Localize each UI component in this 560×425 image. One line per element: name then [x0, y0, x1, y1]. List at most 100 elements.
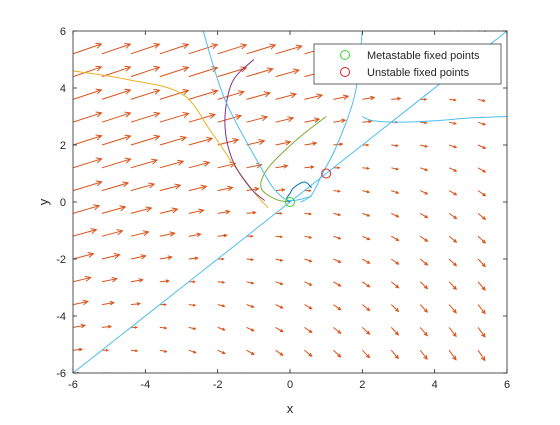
quiver-head-179: [182, 112, 190, 118]
quiver-head-44: [423, 331, 428, 337]
quiver-arrow-186: [362, 119, 373, 124]
quiver-head-200: [316, 93, 324, 100]
quiver-shaft-194: [130, 89, 160, 100]
quiver-head-87: [279, 258, 284, 262]
quiver-shaft-202: [362, 96, 375, 100]
quiver-arrow-194: [130, 88, 161, 100]
trajectory-2: [224, 59, 266, 201]
quiver-shaft-25: [333, 349, 341, 358]
quiver-arrow-140: [419, 190, 429, 195]
quiver-arrow-247: [275, 31, 278, 32]
quiver-arrow-37: [217, 326, 226, 331]
quiver-arrow-114: [130, 206, 153, 214]
quiver-arrow-24: [304, 349, 313, 357]
quiver-head-15: [510, 380, 514, 385]
quiver-head-7: [280, 376, 283, 379]
quiver-head-157: [453, 168, 458, 172]
quiver-arrow-96: [73, 228, 98, 237]
quiver-arrow-156: [420, 167, 429, 172]
quiver-head-73: [337, 283, 342, 287]
quiver-head-151: [283, 164, 289, 169]
quiver-arrow-122: [362, 212, 371, 217]
quiver-head-141: [453, 192, 458, 196]
quiver-arrow-161: [101, 134, 132, 146]
quiver-shaft-231: [275, 45, 302, 55]
quiver-arrow-103: [275, 235, 284, 239]
quiver-arrow-9: [333, 372, 335, 373]
quiver-shaft-135: [275, 189, 285, 192]
quiver-head-155: [395, 167, 400, 171]
y-tick-label-5: 4: [60, 83, 66, 95]
quiver-head-183: [287, 116, 295, 123]
quiver-arrow-43: [390, 327, 400, 336]
quiver-shaft-173: [448, 144, 457, 148]
quiver-shaft-132: [188, 185, 207, 192]
quiver-head-99: [169, 231, 176, 237]
quiver-shaft-97: [101, 230, 123, 237]
quiver-shaft-241: [101, 31, 104, 32]
quiver-shaft-105: [333, 235, 341, 240]
quiver-shaft-49: [101, 302, 114, 306]
quiver-shaft-200: [304, 94, 323, 100]
quiver-head-140: [424, 191, 429, 195]
quiver-arrow-72: [304, 281, 313, 286]
quiver-arrow-22: [246, 349, 255, 356]
quiver-shaft-62: [477, 304, 486, 314]
quiver-head-169: [339, 142, 344, 147]
quiver-shaft-228: [188, 44, 218, 55]
quiver-arrow-167: [275, 140, 292, 146]
quiver-head-109: [453, 238, 458, 243]
quiver-arrow-55: [275, 304, 284, 309]
quiver-arrow-137: [333, 189, 341, 193]
y-tick-label-0: -6: [56, 368, 66, 380]
quiver-arrow-78: [477, 281, 486, 291]
quiver-arrow-32: [73, 323, 87, 329]
quiver-shaft-143: [506, 190, 507, 192]
quiver-arrow-50: [130, 302, 141, 306]
quiver-arrow-174: [477, 144, 487, 149]
quiver-shaft-201: [333, 95, 349, 100]
quiver-arrow-44: [419, 327, 428, 337]
quiver-head-172: [424, 144, 429, 148]
quiver-shaft-182: [246, 116, 268, 123]
quiver-shaft-94: [477, 258, 486, 267]
quiver-arrow-62: [477, 304, 486, 315]
quiver-arrow-250: [362, 31, 365, 32]
quiver-head-244: [211, 21, 217, 26]
quiver-shaft-180: [188, 114, 216, 123]
quiver-shaft-46: [477, 327, 486, 338]
quiver-arrow-71: [275, 281, 284, 286]
quiver-arrow-16: [73, 347, 84, 352]
quiver-shaft-9: [333, 372, 335, 373]
quiver-head-86: [250, 258, 255, 261]
quiver-arrow-139: [391, 190, 400, 194]
quiver-arrow-117: [217, 209, 231, 215]
quiver-shaft-50: [130, 303, 140, 306]
quiver-shaft-57: [333, 304, 341, 311]
quiver-head-5: [222, 375, 225, 377]
quiver-head-91: [395, 261, 400, 265]
quiver-shaft-43: [390, 327, 399, 336]
quiver-shaft-66: [130, 279, 143, 283]
quiver-arrow-113: [101, 205, 127, 214]
quiver-shaft-192: [73, 89, 102, 100]
quiver-shaft-109: [448, 235, 457, 243]
quiver-head-108: [424, 238, 429, 242]
quiver-shaft-53: [217, 304, 225, 307]
quiver-shaft-227: [159, 43, 189, 55]
quiver-shaft-155: [391, 167, 399, 170]
quiver-head-55: [279, 305, 284, 309]
quiver-arrow-65: [101, 276, 118, 283]
quiver-shaft-70: [246, 281, 254, 284]
quiver-arrow-26: [361, 349, 371, 359]
quiver-head-176: [95, 111, 103, 118]
quiver-arrow-227: [159, 43, 190, 55]
quiver-head-102: [250, 234, 254, 238]
y-tick-label-3: 0: [60, 197, 66, 209]
quiver-shaft-124: [419, 212, 428, 219]
quiver-shaft-245: [217, 31, 220, 32]
quiver-arrow-205: [449, 98, 457, 102]
quiver-arrow-169: [333, 142, 344, 147]
quiver-arrow-243: [159, 31, 162, 32]
quiver-arrow-73: [333, 281, 342, 287]
